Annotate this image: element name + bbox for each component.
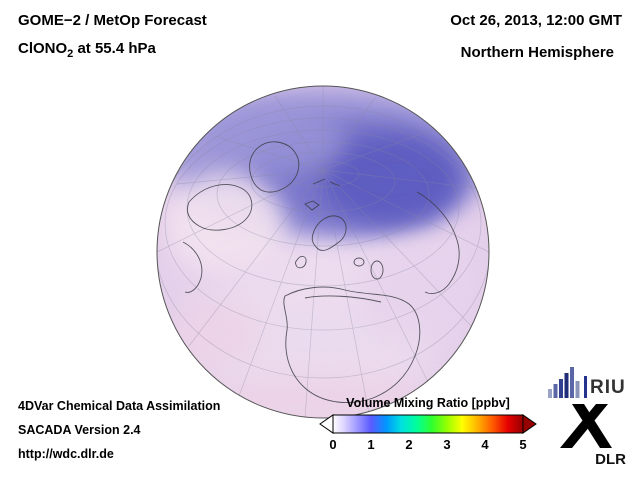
vortex-west-lobe	[205, 104, 345, 174]
dlr-logo-text: DLR	[595, 451, 626, 468]
hemisphere-globe-map	[155, 84, 491, 420]
riu-logo-svg: RIU	[548, 367, 626, 398]
riu-blue-bar	[584, 376, 587, 398]
riu-logo: RIU	[548, 366, 632, 398]
assimilation-label: 4DVar Chemical Data Assimilation	[18, 399, 221, 413]
species-name: ClONO	[18, 40, 68, 57]
tick-label-1: 1	[367, 437, 375, 452]
hemisphere-label: Northern Hemisphere	[460, 44, 614, 61]
colorbar-scale	[319, 414, 537, 434]
globe-svg	[156, 85, 490, 419]
graticule	[157, 86, 489, 418]
colorbar-left-arrow	[319, 414, 334, 434]
website-url: http://wdc.dlr.de	[18, 447, 114, 461]
tick-label-4: 4	[481, 437, 489, 452]
product-title: GOME−2 / MetOp Forecast	[18, 12, 207, 29]
version-label: SACADA Version 2.4	[18, 423, 141, 437]
mixing-ratio-field	[157, 86, 489, 418]
tick-label-3: 3	[443, 437, 451, 452]
pink-rim-southwest	[170, 299, 260, 369]
globe-outline	[156, 85, 490, 419]
datetime-label: Oct 26, 2013, 12:00 GMT	[450, 12, 622, 29]
dlr-logo-svg: DLR	[560, 404, 626, 468]
colorbar: Volume Mixing Ratio [ppbv] 0 1 2 3 4 5	[316, 396, 540, 453]
pink-rim-south	[183, 374, 463, 418]
species-level-title: ClONO2 at 55.4 hPa	[18, 40, 156, 60]
pressure-level: at 55.4 hPa	[73, 40, 156, 57]
colorbar-right-arrow	[522, 414, 537, 434]
riu-logo-text: RIU	[590, 377, 626, 398]
mid-value-region-east	[355, 244, 475, 344]
colorbar-title: Volume Mixing Ratio [ppbv]	[346, 396, 510, 410]
coastlines	[182, 141, 460, 403]
vortex-core-region	[320, 134, 460, 224]
tick-label-2: 2	[405, 437, 413, 452]
tick-label-5: 5	[519, 437, 527, 452]
colorbar-gradient-bar	[332, 414, 524, 434]
dlr-logo: DLR	[552, 398, 628, 468]
tick-label-0: 0	[329, 437, 337, 452]
riu-mountain-icon	[548, 367, 580, 398]
dlr-wing-icon	[560, 404, 612, 448]
colorbar-tick-labels: 0 1 2 3 4 5	[316, 437, 540, 453]
species-subscript: 2	[67, 48, 74, 60]
low-value-region-west	[165, 174, 285, 274]
